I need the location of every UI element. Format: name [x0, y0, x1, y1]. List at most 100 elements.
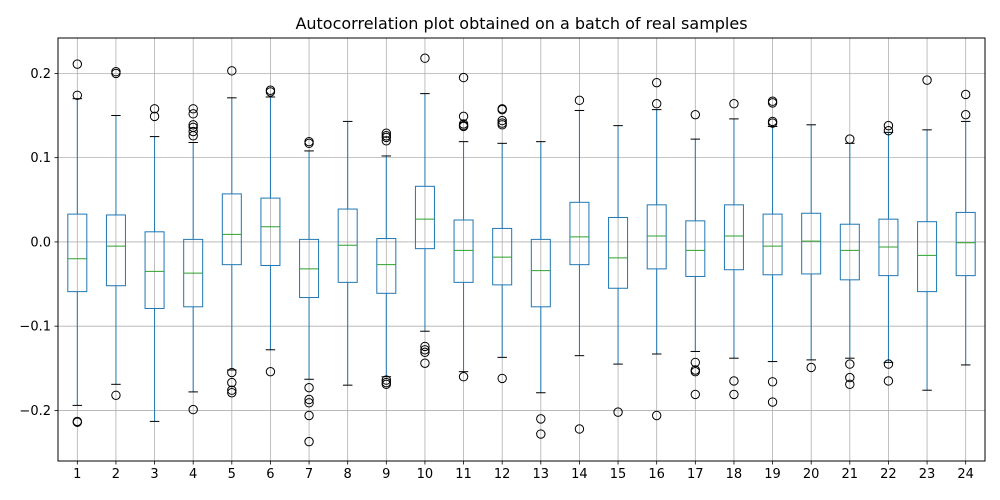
outlier-point	[845, 134, 855, 144]
y-tick-label: 0.1	[30, 151, 51, 166]
x-tick-label: 22	[880, 467, 897, 482]
outlier-point	[690, 109, 701, 120]
box-group	[453, 72, 474, 382]
x-tick-label: 13	[533, 467, 550, 482]
outlier-point	[845, 379, 855, 390]
outlier-point	[381, 375, 392, 385]
x-tick-label: 16	[648, 467, 665, 482]
box-group	[221, 66, 242, 398]
box-iqr	[67, 213, 88, 293]
outlier-point	[883, 120, 894, 131]
outlier-point	[227, 385, 237, 395]
x-tick-label: 12	[494, 467, 511, 482]
y-tick-label: −0.1	[19, 320, 51, 335]
outlier-point	[497, 120, 507, 130]
box-iqr	[144, 231, 165, 309]
outlier-point	[574, 424, 585, 434]
outlier-point	[767, 118, 778, 128]
outlier-point	[806, 362, 816, 373]
outlier-point	[420, 341, 430, 352]
box-iqr	[608, 216, 629, 289]
box-group	[492, 104, 513, 384]
box-iqr	[376, 238, 397, 294]
outlier-point	[149, 104, 160, 114]
outlier-point	[960, 89, 971, 100]
box-iqr	[917, 221, 938, 293]
axes-layer: −0.2−0.10.00.10.21 2 3 4 5 6 7 8 9 10 11 12 13 14 15 16…	[19, 67, 974, 482]
outlier-point	[458, 121, 469, 132]
plot-frame	[57, 37, 986, 462]
box-iqr	[105, 214, 126, 287]
outlier-point	[381, 128, 392, 138]
outlier-point	[883, 359, 894, 369]
outlier-point	[265, 87, 276, 97]
box-group	[955, 89, 976, 366]
outlier-point	[767, 397, 778, 407]
outlier-point	[574, 95, 585, 106]
outlier-point	[381, 136, 392, 146]
outlier-point	[265, 366, 276, 377]
outlier-point	[188, 126, 198, 137]
outlier-point	[111, 390, 121, 400]
box-iqr	[955, 211, 976, 277]
box-iqr	[762, 213, 783, 276]
box-group	[569, 95, 590, 434]
box-group	[67, 59, 88, 427]
outlier-point	[72, 417, 83, 427]
outlier-point	[420, 345, 430, 355]
outlier-point	[420, 358, 430, 368]
outlier-point	[458, 372, 469, 382]
outlier-point	[767, 377, 778, 387]
box-iqr	[801, 212, 822, 275]
outlier-point	[497, 104, 507, 115]
x-tick-label: 8	[344, 467, 352, 482]
box-iqr	[723, 204, 744, 271]
outlier-point	[690, 366, 701, 377]
box-iqr	[839, 223, 860, 281]
outlier-point	[729, 376, 739, 386]
box-group	[801, 124, 822, 373]
box-iqr	[530, 238, 551, 308]
x-tick-label: 10	[417, 467, 434, 482]
box-group	[917, 75, 938, 391]
box-iqr	[414, 185, 435, 250]
x-tick-label: 4	[189, 467, 197, 482]
x-tick-label: 6	[266, 467, 274, 482]
outlier-point	[72, 90, 83, 100]
outlier-point	[304, 138, 314, 149]
box-group	[878, 120, 899, 386]
box-group	[723, 99, 744, 400]
outlier-point	[420, 53, 430, 63]
outlier-point	[149, 111, 160, 122]
outlier-point	[188, 104, 198, 114]
box-group	[414, 53, 435, 368]
outlier-point	[729, 99, 739, 109]
box-iqr	[685, 220, 706, 277]
box-group	[376, 128, 397, 390]
box-group	[530, 141, 551, 439]
y-tick-label: −0.2	[19, 404, 51, 419]
outlier-point	[72, 59, 83, 69]
outlier-point	[960, 109, 971, 120]
outlier-point	[729, 389, 739, 400]
box-group	[685, 109, 706, 400]
box-group	[144, 104, 165, 422]
outlier-point	[497, 373, 507, 384]
x-tick-label: 2	[112, 467, 120, 482]
x-tick-label: 11	[455, 467, 472, 482]
outlier-point	[883, 125, 894, 136]
box-iqr	[569, 201, 590, 266]
x-tick-label: 5	[228, 467, 236, 482]
box-iqr	[453, 219, 474, 283]
outlier-point	[458, 72, 469, 83]
outlier-point	[458, 111, 469, 122]
box-iqr	[646, 204, 667, 270]
outlier-point	[381, 379, 392, 390]
box-group	[105, 67, 126, 400]
box-iqr	[221, 193, 242, 266]
box-group	[260, 85, 281, 377]
outlier-point	[227, 388, 237, 398]
